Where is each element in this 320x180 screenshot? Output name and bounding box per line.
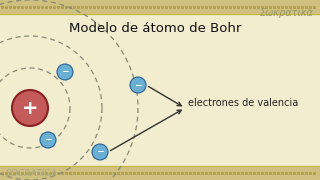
Text: electrones de valencia: electrones de valencia bbox=[188, 98, 298, 108]
Circle shape bbox=[92, 144, 108, 160]
Text: −: − bbox=[61, 68, 69, 76]
Bar bbox=[0, 166, 320, 180]
Circle shape bbox=[12, 90, 48, 126]
Text: +: + bbox=[22, 98, 38, 118]
Circle shape bbox=[40, 132, 56, 148]
Bar bbox=[0, 0, 320, 14]
Text: −: − bbox=[96, 147, 104, 156]
Text: −: − bbox=[44, 136, 52, 145]
Text: Modelo de átomo de Bohr: Modelo de átomo de Bohr bbox=[69, 22, 241, 35]
Text: Σωκρατικά: Σωκρατικά bbox=[260, 8, 314, 19]
Text: SOCRATICA: SOCRATICA bbox=[6, 169, 57, 178]
Text: −: − bbox=[134, 80, 142, 89]
Circle shape bbox=[130, 77, 146, 93]
Circle shape bbox=[57, 64, 73, 80]
